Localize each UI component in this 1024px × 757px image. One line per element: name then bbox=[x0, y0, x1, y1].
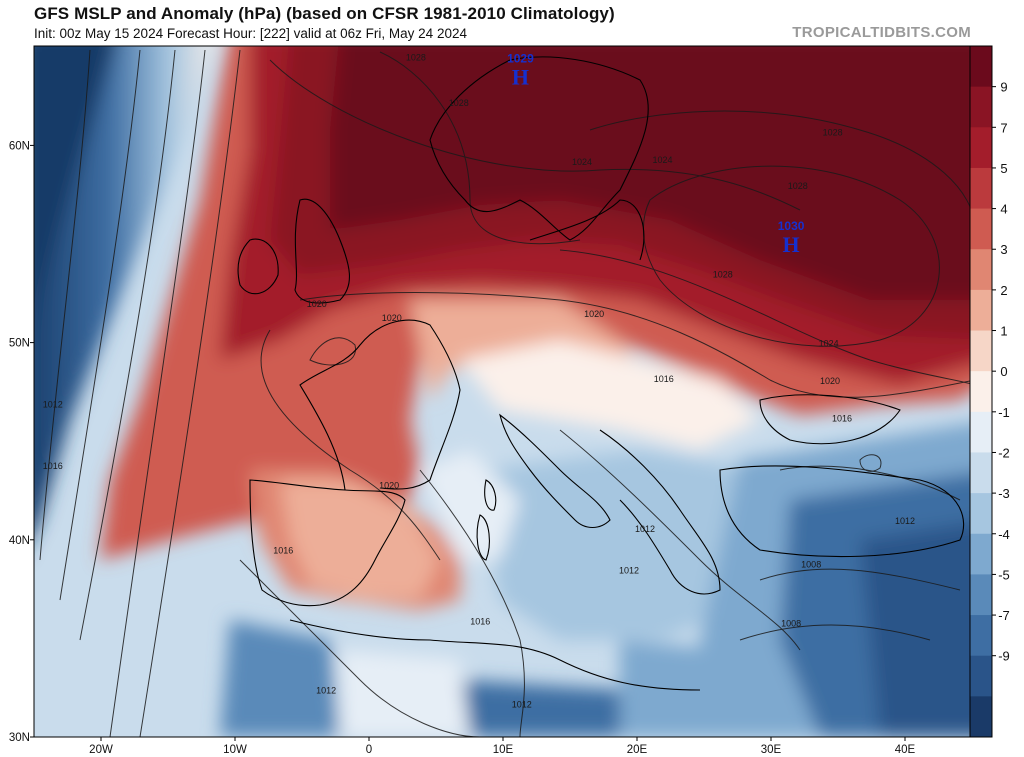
isobar-label: 1028 bbox=[449, 98, 469, 108]
colorbar-swatch bbox=[970, 86, 992, 128]
colorbar-swatch bbox=[970, 127, 992, 169]
colorbar-swatch bbox=[970, 371, 992, 413]
colorbar-tick-label: -4 bbox=[998, 527, 1010, 542]
colorbar-tick-label: 1 bbox=[1000, 324, 1007, 339]
colorbar-swatch bbox=[970, 167, 992, 210]
colorbar-tick-label: -2 bbox=[998, 445, 1010, 460]
colorbar-tick-label: 3 bbox=[1000, 242, 1007, 257]
colorbar-swatch bbox=[970, 493, 992, 535]
lon-label: 10E bbox=[493, 744, 514, 756]
isobar-label: 1016 bbox=[470, 617, 490, 627]
colorbar-swatch bbox=[970, 46, 992, 88]
lat-label: 40N bbox=[9, 535, 30, 547]
colorbar-tick-label: -7 bbox=[998, 608, 1010, 623]
colorbar-tick-label: 4 bbox=[1000, 202, 1007, 217]
coastlines bbox=[237, 56, 965, 691]
isobar-label: 1024 bbox=[572, 157, 592, 167]
anomaly-field: 1028 1028 1024 1024 1028 1028 1028 1024 1020 1016… bbox=[34, 46, 970, 737]
lat-label: 50N bbox=[9, 338, 30, 350]
isobar-label: 1020 bbox=[307, 299, 327, 309]
lon-label: 40E bbox=[895, 744, 916, 756]
isobar-label: 1028 bbox=[406, 53, 426, 63]
isobar-labels: 1028 1028 1024 1024 1028 1028 1028 1024 1020 1016… bbox=[43, 53, 915, 710]
colorbar-swatch bbox=[970, 452, 992, 494]
isobar-label: 1008 bbox=[801, 559, 821, 569]
lon-label: 10W bbox=[223, 744, 247, 756]
isobar-label: 1016 bbox=[654, 374, 674, 384]
colorbar-tick-label: 5 bbox=[1000, 161, 1007, 176]
colorbar-swatch bbox=[970, 655, 992, 697]
chart-subtitle: Init: 00z May 15 2024 Forecast Hour: [22… bbox=[34, 26, 467, 41]
colorbar-swatch bbox=[970, 696, 992, 738]
colorbar-swatch bbox=[970, 574, 992, 616]
isobar-label: 1016 bbox=[273, 546, 293, 556]
colorbar-tick-label: -1 bbox=[998, 405, 1010, 420]
lon-label: 0 bbox=[366, 744, 372, 756]
lat-label: 60N bbox=[9, 140, 30, 152]
colorbar-swatch bbox=[970, 615, 992, 657]
colorbar-tick-label: -9 bbox=[998, 649, 1010, 664]
colorbar-tick-label: 0 bbox=[1000, 364, 1007, 379]
colorbar-tick-label: -3 bbox=[998, 486, 1010, 501]
lat-label: 30N bbox=[9, 732, 30, 744]
isobar-label: 1024 bbox=[819, 339, 839, 349]
isobar-label: 1012 bbox=[512, 699, 532, 709]
colorbar-tick-label: 2 bbox=[1000, 283, 1007, 298]
colorbar-swatch bbox=[970, 533, 992, 575]
isobar-label: 1024 bbox=[652, 155, 672, 165]
isobar-label: 1008 bbox=[781, 619, 801, 629]
isobar-label: 1020 bbox=[584, 309, 604, 319]
pressure-center-value: 1029 bbox=[507, 51, 534, 65]
colorbar-tick-label: 9 bbox=[1000, 80, 1007, 95]
isobar-label: 1020 bbox=[379, 481, 399, 491]
isobar-lines bbox=[39, 49, 970, 737]
colorbar-swatch bbox=[970, 330, 992, 372]
lon-label: 20E bbox=[627, 744, 648, 756]
isobar-label: 1012 bbox=[316, 686, 336, 696]
isobar-label: 1016 bbox=[43, 461, 63, 471]
isobar-label: 1012 bbox=[43, 400, 63, 410]
colorbar-swatch bbox=[970, 411, 992, 453]
colorbar-swatch bbox=[970, 249, 992, 291]
isobar-label: 1028 bbox=[823, 128, 843, 138]
isobar-label: 1028 bbox=[788, 181, 808, 191]
longitude-labels: 20W 10W 0 10E 20E 30E 40E bbox=[89, 737, 916, 756]
isobar-label: 1012 bbox=[895, 516, 915, 526]
isobar-label: 1012 bbox=[635, 524, 655, 534]
high-pressure-marker: H bbox=[783, 232, 800, 257]
pressure-center-value: 1030 bbox=[778, 219, 805, 233]
high-pressure-marker: H bbox=[512, 64, 529, 89]
isobar-label: 1012 bbox=[619, 565, 639, 575]
isobar-label: 1020 bbox=[382, 313, 402, 323]
colorbar-tick-label: 7 bbox=[1000, 120, 1007, 135]
lon-label: 30E bbox=[761, 744, 782, 756]
isobar-label: 1016 bbox=[832, 413, 852, 423]
latitude-labels: 60N 50N 40N 30N bbox=[9, 140, 34, 744]
lon-label: 20W bbox=[89, 744, 113, 756]
isobar-label: 1020 bbox=[820, 376, 840, 386]
chart-title: GFS MSLP and Anomaly (hPa) (based on CFS… bbox=[34, 4, 615, 23]
colorbar-swatch bbox=[970, 289, 992, 332]
brand-watermark: TROPICALTIDBITS.COM bbox=[792, 24, 971, 41]
colorbar-swatch bbox=[970, 208, 992, 250]
colorbar-tick-label: -5 bbox=[998, 567, 1010, 582]
isobar-label: 1028 bbox=[713, 270, 733, 280]
